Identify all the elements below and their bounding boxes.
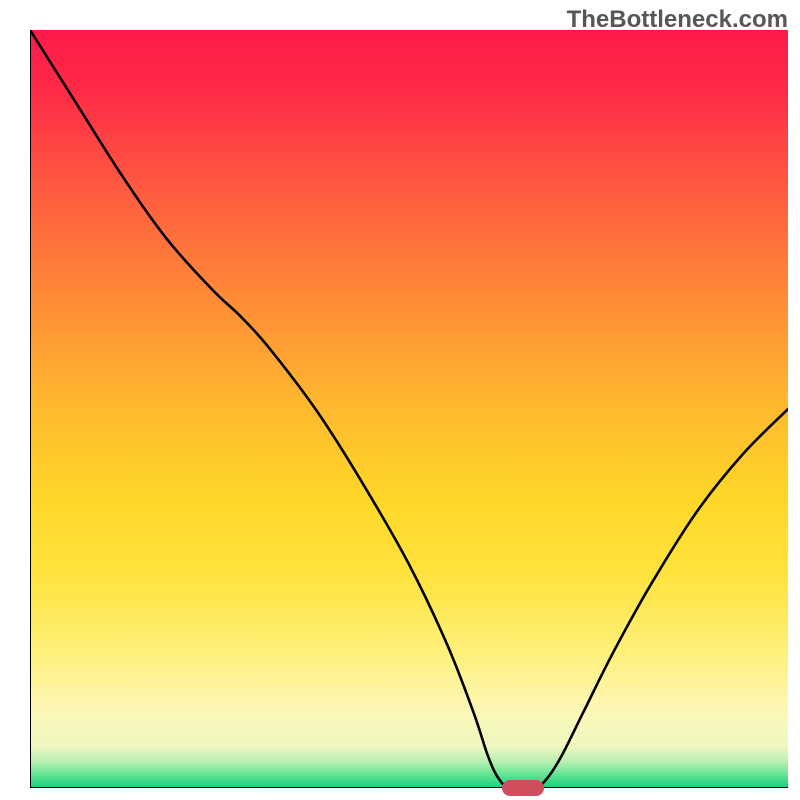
plot-area	[30, 30, 788, 788]
canvas: TheBottleneck.com	[0, 0, 800, 800]
attribution-text: TheBottleneck.com	[567, 6, 788, 34]
curve-layer	[30, 30, 788, 788]
bottleneck-curve	[30, 30, 788, 788]
optimum-marker	[502, 780, 544, 797]
